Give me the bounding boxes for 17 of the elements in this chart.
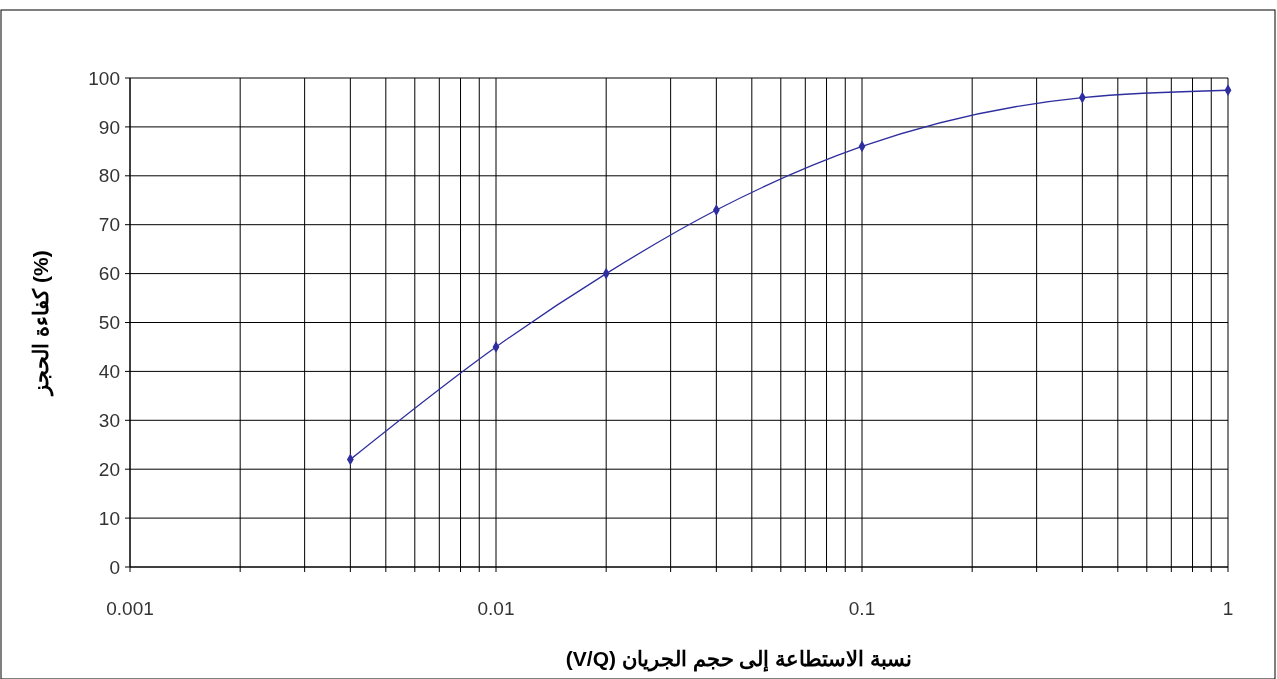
y-tick-label: 100 <box>88 67 120 89</box>
y-tick-label: 10 <box>98 507 120 529</box>
y-tick-label: 40 <box>98 361 120 383</box>
y-tick-label: 50 <box>98 312 120 334</box>
y-tick-label: 20 <box>98 458 120 480</box>
x-tick-label: 1 <box>1222 598 1234 619</box>
x-tick-label: 0.01 <box>477 598 515 619</box>
x-axis-title: نسبة الاستطاعة إلى حجم الجريان (V/Q) <box>565 647 913 672</box>
y-tick-label: 30 <box>98 409 120 431</box>
y-tick-label: 90 <box>98 116 120 138</box>
x-tick-label: 0.1 <box>848 598 876 619</box>
y-tick-label: 0 <box>109 556 120 578</box>
y-tick-label: 60 <box>98 263 120 285</box>
y-axis-title: كفاءة الحجز (%) <box>29 250 54 397</box>
y-tick-label: 70 <box>98 214 120 236</box>
x-tick-label: 0.001 <box>106 598 154 619</box>
y-tick-label: 80 <box>98 165 120 187</box>
